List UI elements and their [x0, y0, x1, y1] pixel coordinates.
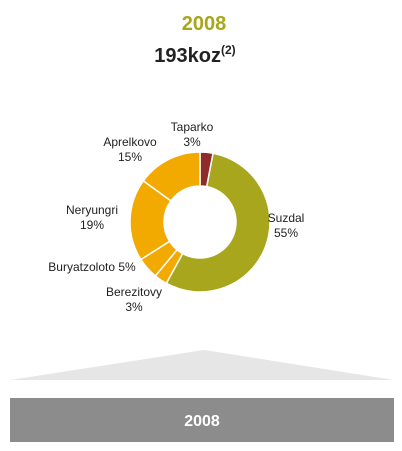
donut-slice	[165, 152, 271, 293]
slice-value: 3%	[125, 300, 143, 314]
slice-value: 55%	[274, 226, 298, 240]
slice-label: Neryungri 19%	[66, 203, 118, 232]
slice-name: Suzdal	[268, 211, 305, 225]
donut-slice	[142, 151, 201, 202]
chart-title: 2008	[182, 13, 227, 35]
slice-name: Taparko	[171, 120, 214, 134]
slice-name: Buryatzoloto	[48, 260, 115, 274]
slice-name: Berezitovy	[106, 285, 162, 299]
slice-value: 5%	[118, 260, 136, 274]
donut	[129, 151, 271, 293]
subtitle-note: (2)	[221, 43, 236, 57]
slice-label: Taparko 3%	[171, 120, 214, 149]
divider-shape	[10, 350, 394, 380]
slice-name: Neryungri	[66, 203, 118, 217]
slice-label: Suzdal 55%	[268, 211, 305, 240]
footer-bar	[10, 398, 394, 442]
slice-value: 15%	[118, 150, 142, 164]
slice-label: Buryatzoloto 5%	[48, 260, 136, 274]
chart-subtitle: 193koz(2)	[154, 43, 235, 67]
footer-label: 2008	[184, 413, 220, 430]
slice-value: 3%	[183, 135, 201, 149]
slice-value: 19%	[80, 218, 104, 232]
slice-name: Aprelkovo	[103, 135, 157, 149]
subtitle-text: 193koz	[154, 45, 221, 67]
slice-label: Berezitovy 3%	[106, 285, 162, 314]
slice-label: Aprelkovo 15%	[103, 135, 157, 164]
